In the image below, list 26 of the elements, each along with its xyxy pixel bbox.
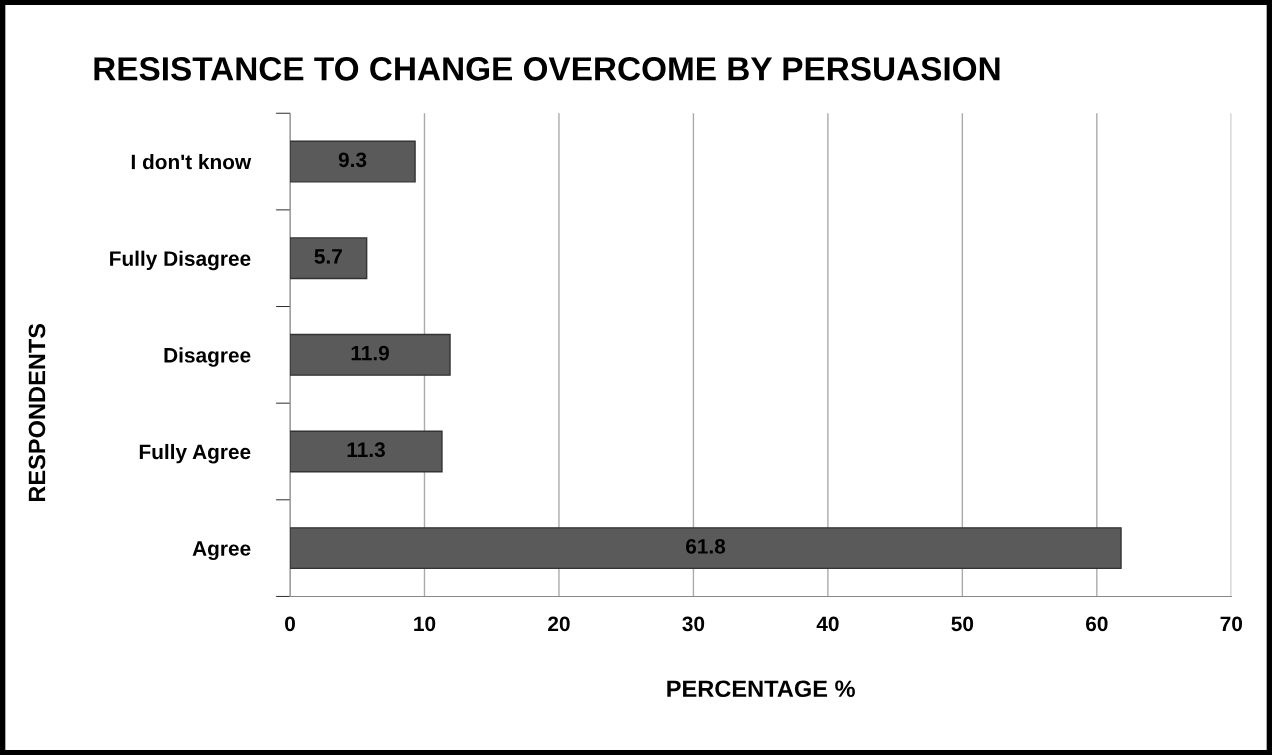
y-axis-title: RESPONDENTS: [28, 323, 46, 502]
data-label: 61.8: [686, 538, 726, 554]
bar: [290, 140, 416, 183]
x-axis-title: PERCENTAGE %: [667, 680, 855, 698]
bar: [290, 527, 1122, 570]
x-tick-label: 60: [1086, 616, 1108, 632]
data-label: 9.3: [338, 152, 367, 168]
data-label: 5.7: [314, 249, 342, 264]
x-tick-label: 50: [951, 616, 974, 632]
bar: [290, 430, 443, 473]
y-tick-label: Disagree: [164, 347, 251, 367]
y-tick-label: Agree: [192, 541, 251, 561]
x-tick-label: 40: [816, 616, 839, 632]
x-tick-label: 20: [548, 616, 570, 632]
data-label: 11.9: [351, 345, 389, 361]
chart-title: RESISTANCE TO CHANGE OVERCOME BY PERSUASION: [94, 57, 1000, 81]
y-tick-label: I don't know: [131, 154, 252, 170]
x-tick-label: 70: [1220, 616, 1243, 632]
bar: [290, 237, 368, 280]
x-tick-label: 10: [414, 616, 436, 632]
y-tick-label: Fully Agree: [139, 443, 251, 464]
y-tick-label: Fully Disagree: [110, 250, 251, 271]
bar: [290, 333, 451, 376]
x-tick-label: 30: [682, 616, 705, 632]
data-label: 11.3: [347, 442, 385, 458]
x-tick-label: 0: [285, 616, 295, 632]
